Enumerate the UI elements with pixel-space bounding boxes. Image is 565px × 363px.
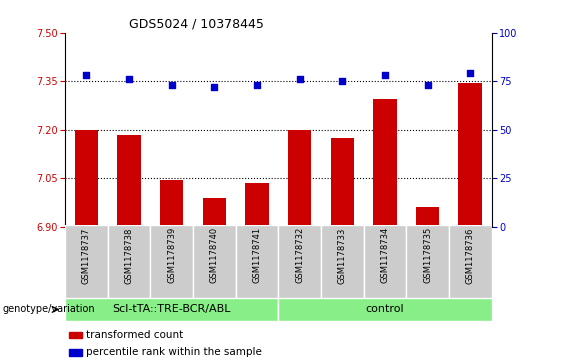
Text: percentile rank within the sample: percentile rank within the sample [86, 347, 262, 358]
Text: GSM1178740: GSM1178740 [210, 227, 219, 284]
Bar [416, 207, 440, 227]
Bar [373, 99, 397, 227]
Bar [75, 130, 98, 227]
Bar [449, 225, 492, 298]
Point [466, 70, 475, 76]
Point [210, 84, 219, 90]
Text: GSM1178734: GSM1178734 [380, 227, 389, 284]
Bar [117, 135, 141, 227]
Text: GSM1178737: GSM1178737 [82, 227, 91, 284]
Text: GSM1178735: GSM1178735 [423, 227, 432, 284]
Bar [245, 183, 269, 227]
Bar [65, 225, 107, 298]
Bar [107, 225, 150, 298]
Point [423, 82, 432, 88]
Point [380, 73, 389, 78]
Bar [458, 83, 482, 227]
Text: transformed count: transformed count [86, 330, 184, 340]
Bar [160, 180, 184, 227]
Bar [279, 225, 321, 298]
Text: GSM1178733: GSM1178733 [338, 227, 347, 284]
Bar [406, 225, 449, 298]
Bar [279, 298, 492, 321]
Point [82, 73, 91, 78]
Point [124, 76, 133, 82]
Bar [331, 138, 354, 227]
Point [295, 76, 304, 82]
Point [253, 82, 262, 88]
Text: GSM1178739: GSM1178739 [167, 227, 176, 284]
Text: GSM1178732: GSM1178732 [295, 227, 304, 284]
Bar [202, 198, 226, 227]
Bar [150, 225, 193, 298]
Bar [65, 298, 278, 321]
Text: GSM1178741: GSM1178741 [253, 227, 262, 284]
Text: GSM1178738: GSM1178738 [124, 227, 133, 284]
Point [338, 78, 347, 84]
Bar [321, 225, 364, 298]
Bar [236, 225, 278, 298]
Text: genotype/variation: genotype/variation [3, 305, 95, 314]
Text: control: control [366, 305, 404, 314]
Bar [69, 349, 82, 356]
Text: Scl-tTA::TRE-BCR/ABL: Scl-tTA::TRE-BCR/ABL [112, 305, 231, 314]
Bar [288, 130, 311, 227]
Text: GSM1178736: GSM1178736 [466, 227, 475, 284]
Bar [69, 332, 82, 338]
Bar [364, 225, 406, 298]
Bar [193, 225, 236, 298]
Text: GDS5024 / 10378445: GDS5024 / 10378445 [129, 17, 264, 30]
Point [167, 82, 176, 88]
